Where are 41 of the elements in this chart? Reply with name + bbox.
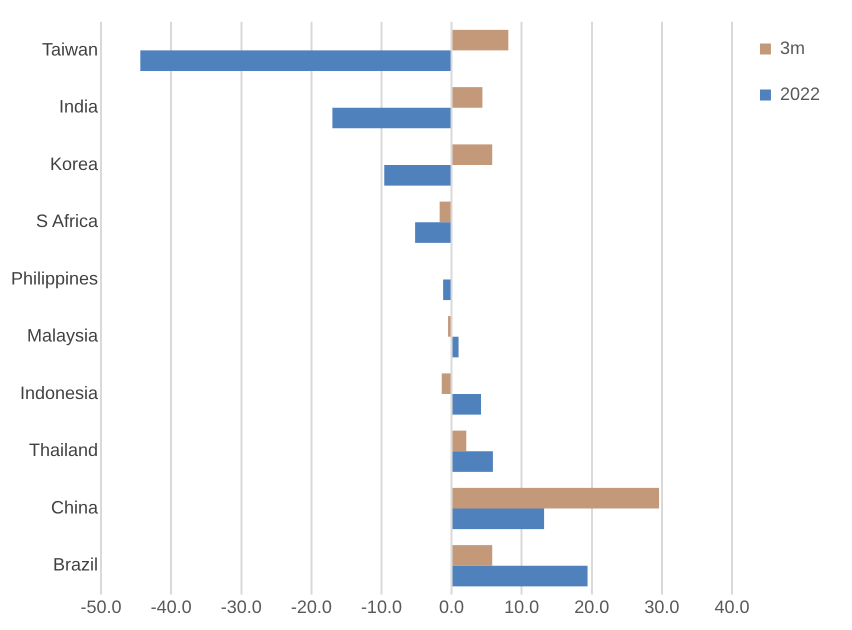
bar	[332, 108, 451, 128]
y-tick-label: Taiwan	[42, 39, 98, 60]
x-tick-label: 30.0	[644, 597, 680, 618]
bar	[452, 488, 660, 509]
bar	[452, 30, 508, 50]
bar	[415, 222, 451, 243]
legend-label: 2022	[780, 84, 820, 104]
x-tick-label: 40.0	[714, 597, 750, 618]
x-tick-label: -50.0	[80, 597, 122, 618]
bar	[452, 87, 482, 108]
y-tick-label: Korea	[50, 154, 100, 174]
x-tick-label: -10.0	[360, 597, 402, 618]
x-tick-label: -20.0	[290, 597, 332, 618]
bar	[452, 430, 466, 452]
bar	[452, 545, 492, 566]
bar	[442, 373, 451, 394]
bar	[452, 451, 493, 472]
y-tick-label: Indonesia	[20, 382, 100, 403]
y-tick-label: Thailand	[29, 440, 98, 460]
bar	[384, 164, 451, 186]
y-tick-label: Malaysia	[27, 326, 100, 346]
bar	[443, 279, 451, 300]
bar	[452, 566, 588, 586]
y-tick-label: India	[59, 96, 100, 117]
bar	[448, 316, 451, 337]
y-tick-label: Brazil	[53, 554, 98, 575]
legend-label: 3m	[780, 38, 805, 58]
bar	[452, 336, 459, 358]
x-tick-label: 10.0	[504, 597, 540, 618]
x-tick-label: -30.0	[220, 597, 262, 618]
bar	[452, 394, 481, 415]
y-tick-label: Philippines	[10, 268, 98, 288]
bar	[440, 202, 451, 222]
x-tick-label: -40.0	[150, 597, 192, 618]
bar	[452, 144, 492, 165]
y-tick-label: China	[51, 497, 100, 518]
bar	[452, 508, 544, 530]
bar	[140, 50, 451, 72]
x-tick-label: 20.0	[574, 597, 610, 618]
x-tick-label: 0.0	[439, 597, 464, 618]
y-tick-label: S Africa	[36, 211, 100, 232]
